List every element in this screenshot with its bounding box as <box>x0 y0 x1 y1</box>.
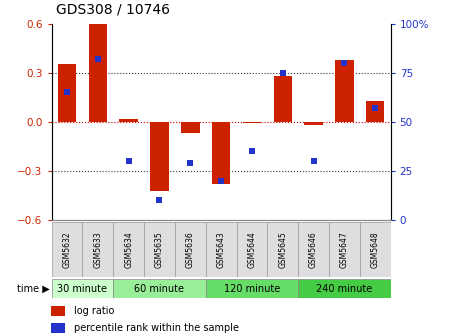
Bar <box>58 65 76 122</box>
Bar <box>51 323 65 333</box>
Text: time ▶: time ▶ <box>17 284 49 294</box>
Point <box>248 149 255 154</box>
Point <box>310 159 317 164</box>
Bar <box>88 24 107 122</box>
Point <box>125 159 132 164</box>
Bar <box>206 222 237 277</box>
Text: GSM5643: GSM5643 <box>216 231 226 268</box>
Text: GSM5644: GSM5644 <box>247 231 256 268</box>
Bar <box>329 222 360 277</box>
Text: GSM5648: GSM5648 <box>371 231 380 268</box>
Text: GSM5646: GSM5646 <box>309 231 318 268</box>
Bar <box>52 222 83 277</box>
Text: GSM5633: GSM5633 <box>93 231 102 268</box>
Bar <box>83 222 113 277</box>
Bar <box>181 122 199 133</box>
Text: GSM5645: GSM5645 <box>278 231 287 268</box>
Bar <box>52 279 113 298</box>
Text: 240 minute: 240 minute <box>316 284 373 294</box>
Point <box>279 70 286 75</box>
Bar <box>175 222 206 277</box>
Point <box>94 56 101 61</box>
Text: log ratio: log ratio <box>74 306 114 316</box>
Bar <box>243 122 261 123</box>
Bar <box>150 122 169 191</box>
Text: GSM5634: GSM5634 <box>124 231 133 268</box>
Bar <box>212 122 230 184</box>
Bar <box>298 222 329 277</box>
Bar <box>298 279 391 298</box>
Point <box>156 198 163 203</box>
Bar <box>113 222 144 277</box>
Point <box>187 160 194 166</box>
Text: 120 minute: 120 minute <box>224 284 280 294</box>
Point <box>341 60 348 66</box>
Bar <box>273 76 292 122</box>
Bar <box>206 279 298 298</box>
Bar <box>267 222 298 277</box>
Bar <box>144 222 175 277</box>
Text: GDS308 / 10746: GDS308 / 10746 <box>56 3 170 17</box>
Bar <box>51 306 65 316</box>
Bar <box>237 222 267 277</box>
Point <box>217 178 224 183</box>
Text: 30 minute: 30 minute <box>57 284 107 294</box>
Text: percentile rank within the sample: percentile rank within the sample <box>74 323 239 333</box>
Text: GSM5635: GSM5635 <box>155 231 164 268</box>
Bar <box>119 119 138 122</box>
Point <box>63 90 70 95</box>
Text: GSM5632: GSM5632 <box>62 231 71 268</box>
Text: GSM5647: GSM5647 <box>340 231 349 268</box>
Bar <box>366 100 384 122</box>
Bar <box>304 122 323 125</box>
Text: 60 minute: 60 minute <box>135 284 185 294</box>
Text: GSM5636: GSM5636 <box>186 231 195 268</box>
Bar <box>335 59 354 122</box>
Bar <box>113 279 206 298</box>
Point <box>372 106 379 111</box>
Bar <box>360 222 391 277</box>
